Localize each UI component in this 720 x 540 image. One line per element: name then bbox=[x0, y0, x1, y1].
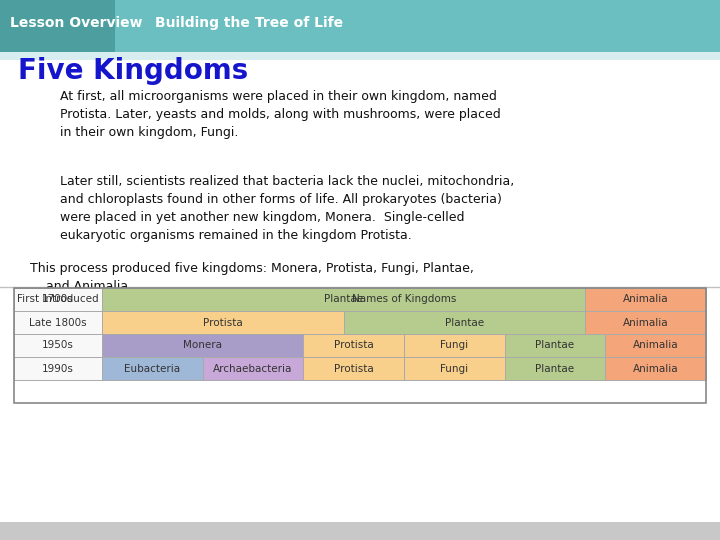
Bar bbox=[202, 357, 303, 380]
Bar bbox=[303, 357, 404, 380]
Bar bbox=[14, 288, 102, 311]
Text: Fungi: Fungi bbox=[440, 341, 469, 350]
Bar bbox=[102, 334, 303, 357]
Text: Late 1800s: Late 1800s bbox=[30, 318, 87, 327]
Text: Plantae: Plantae bbox=[445, 318, 484, 327]
Text: This process produced five kingdoms: Monera, Protista, Fungi, Plantae,
    and A: This process produced five kingdoms: Mon… bbox=[30, 262, 474, 293]
Bar bbox=[303, 334, 404, 357]
Bar bbox=[505, 334, 606, 357]
Text: Five Kingdoms: Five Kingdoms bbox=[18, 57, 248, 85]
Text: 1950s: 1950s bbox=[42, 341, 74, 350]
Bar bbox=[343, 311, 585, 334]
Text: Lesson Overview: Lesson Overview bbox=[10, 16, 143, 30]
Bar bbox=[102, 357, 202, 380]
Bar bbox=[404, 334, 505, 357]
Bar bbox=[0, 522, 720, 540]
Text: Names of Kingdoms: Names of Kingdoms bbox=[352, 294, 456, 305]
Text: Protista: Protista bbox=[334, 341, 374, 350]
Text: 1700s: 1700s bbox=[42, 294, 74, 305]
Bar bbox=[14, 334, 102, 357]
Text: Eubacteria: Eubacteria bbox=[125, 363, 181, 374]
Bar bbox=[0, 0, 720, 52]
Bar bbox=[585, 288, 706, 311]
Bar bbox=[102, 288, 706, 311]
Bar bbox=[606, 334, 706, 357]
Text: Plantae: Plantae bbox=[536, 363, 575, 374]
Bar bbox=[0, 52, 720, 60]
Text: First Introduced: First Introduced bbox=[17, 294, 99, 305]
Bar bbox=[404, 357, 505, 380]
Text: Animalia: Animalia bbox=[633, 341, 678, 350]
Bar bbox=[14, 357, 102, 380]
Bar bbox=[14, 288, 102, 311]
Text: Animalia: Animalia bbox=[633, 363, 678, 374]
Bar bbox=[505, 357, 606, 380]
Text: Animalia: Animalia bbox=[623, 318, 668, 327]
Text: Fungi: Fungi bbox=[440, 363, 469, 374]
Text: Archaebacteria: Archaebacteria bbox=[213, 363, 293, 374]
Text: Animalia: Animalia bbox=[623, 294, 668, 305]
Bar bbox=[102, 311, 343, 334]
Text: Plantae: Plantae bbox=[324, 294, 363, 305]
Bar bbox=[585, 311, 706, 334]
Text: Protista: Protista bbox=[334, 363, 374, 374]
Bar bbox=[14, 288, 706, 403]
Text: At first, all microorganisms were placed in their own kingdom, named
Protista. L: At first, all microorganisms were placed… bbox=[60, 90, 500, 139]
Bar bbox=[102, 288, 585, 311]
Bar bbox=[14, 311, 102, 334]
Text: Later still, scientists realized that bacteria lack the nuclei, mitochondria,
an: Later still, scientists realized that ba… bbox=[60, 175, 514, 242]
Text: Plantae: Plantae bbox=[536, 341, 575, 350]
Text: Protista: Protista bbox=[203, 318, 243, 327]
Text: Monera: Monera bbox=[183, 341, 222, 350]
Text: 1990s: 1990s bbox=[42, 363, 74, 374]
Text: Building the Tree of Life: Building the Tree of Life bbox=[155, 16, 343, 30]
Bar bbox=[606, 357, 706, 380]
Bar bbox=[0, 0, 115, 52]
